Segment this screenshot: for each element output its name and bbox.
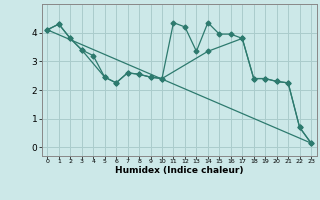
X-axis label: Humidex (Indice chaleur): Humidex (Indice chaleur)	[115, 166, 244, 175]
